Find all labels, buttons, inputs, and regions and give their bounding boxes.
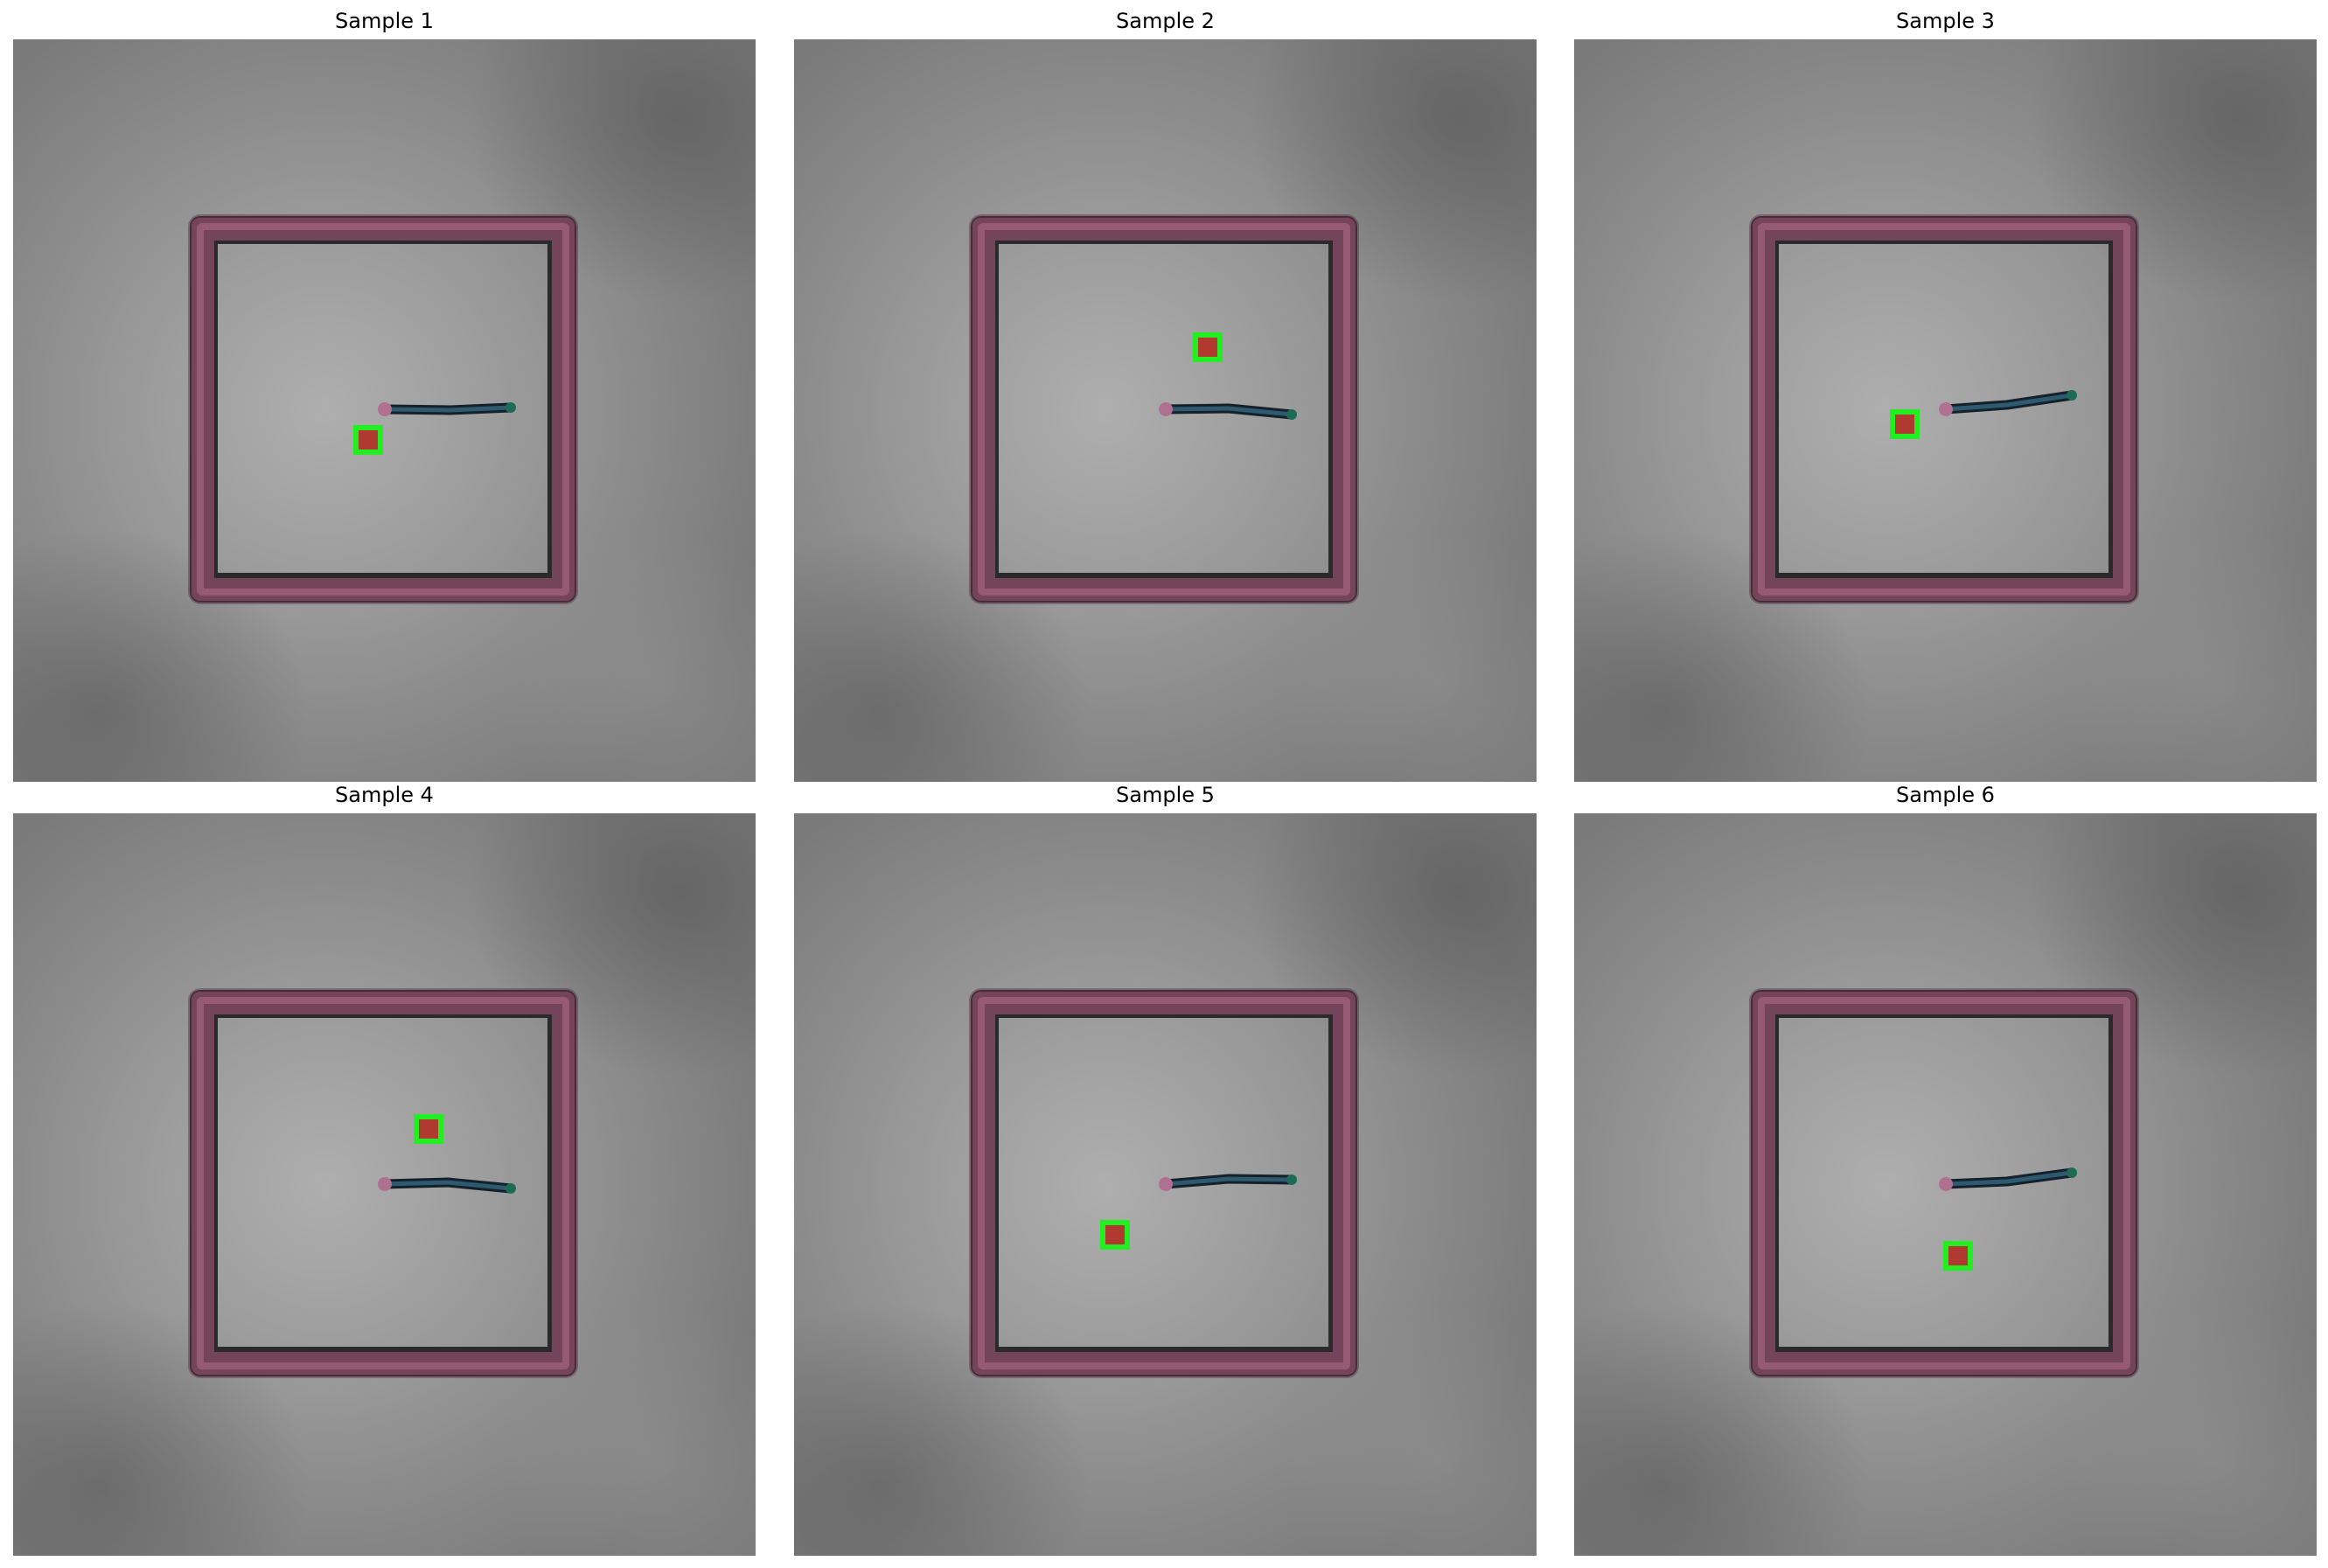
- sample-panel-6: [1574, 813, 2317, 1556]
- arm-tip: [1286, 409, 1297, 420]
- arm-tip: [1286, 1174, 1297, 1185]
- arm-segments-highlight: [1163, 1176, 1294, 1187]
- base-joint: [1159, 402, 1173, 416]
- arena-floor-edge: [1775, 1014, 2113, 1352]
- scene-background: [1574, 813, 2317, 1556]
- scene-background: [794, 39, 1537, 782]
- arena-wall: [972, 218, 1356, 601]
- arm-segments-highlight: [382, 405, 513, 413]
- sample-panel-2: [794, 39, 1537, 782]
- base-joint: [1939, 1177, 1953, 1191]
- arena-floor-edge: [214, 1014, 552, 1352]
- goal-marker: [353, 425, 383, 455]
- goal-marker: [1100, 1220, 1130, 1250]
- goal-marker: [1943, 1241, 1973, 1271]
- arena-floor-edge: [214, 240, 552, 578]
- arm-svg: [1939, 1167, 2077, 1191]
- panel-title: Sample 6: [1896, 783, 1995, 807]
- scene-background: [13, 813, 756, 1556]
- scene-background: [13, 39, 756, 782]
- goal-marker: [414, 1114, 443, 1144]
- base-joint: [378, 1177, 392, 1191]
- arm-segments-highlight: [1943, 1170, 2074, 1187]
- arm-tip: [505, 402, 516, 413]
- arm-svg: [1159, 1174, 1297, 1191]
- base-joint: [1159, 1177, 1173, 1191]
- scene-background: [794, 813, 1537, 1556]
- arena-wall: [972, 992, 1356, 1375]
- arm-svg: [378, 402, 516, 416]
- panel-title: Sample 3: [1896, 9, 1995, 33]
- arm-svg: [378, 1177, 516, 1194]
- arena-wall: [192, 218, 575, 601]
- goal-marker: [1193, 332, 1223, 362]
- arena-wall: [1753, 218, 2136, 601]
- panel-title: Sample 5: [1116, 783, 1215, 807]
- base-joint: [1939, 402, 1953, 416]
- arm-svg: [1159, 402, 1297, 420]
- arm-svg: [1939, 390, 2077, 416]
- sample-panel-3: [1574, 39, 2317, 782]
- arm-segments-highlight: [382, 1180, 513, 1191]
- sample-panel-4: [13, 813, 756, 1556]
- sample-panel-5: [794, 813, 1537, 1556]
- arm-tip: [2067, 390, 2077, 401]
- arm-tip: [2067, 1167, 2077, 1178]
- goal-marker: [1890, 409, 1920, 439]
- arena-floor-edge: [995, 240, 1333, 578]
- arena-wall: [192, 992, 575, 1375]
- sample-panel-1: [13, 39, 756, 782]
- base-joint: [378, 402, 392, 416]
- panel-title: Sample 4: [335, 783, 434, 807]
- arm-tip: [505, 1183, 516, 1194]
- arena-floor-edge: [1775, 240, 2113, 578]
- arena-wall: [1753, 992, 2136, 1375]
- panel-title: Sample 1: [335, 9, 434, 33]
- arena-floor-edge: [995, 1014, 1333, 1352]
- arm-segments-highlight: [1163, 406, 1294, 417]
- arm-segments-highlight: [1943, 393, 2074, 412]
- scene-background: [1574, 39, 2317, 782]
- panel-title: Sample 2: [1116, 9, 1215, 33]
